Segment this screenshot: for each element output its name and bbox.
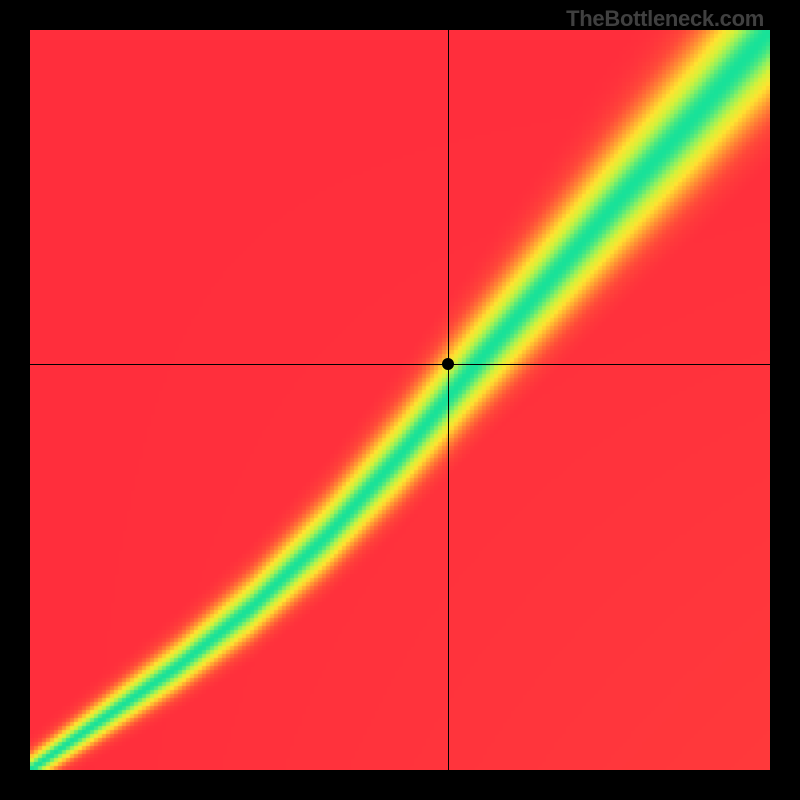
heatmap-canvas (30, 30, 770, 770)
bottleneck-heatmap (30, 30, 770, 770)
watermark-text: TheBottleneck.com (566, 6, 764, 32)
